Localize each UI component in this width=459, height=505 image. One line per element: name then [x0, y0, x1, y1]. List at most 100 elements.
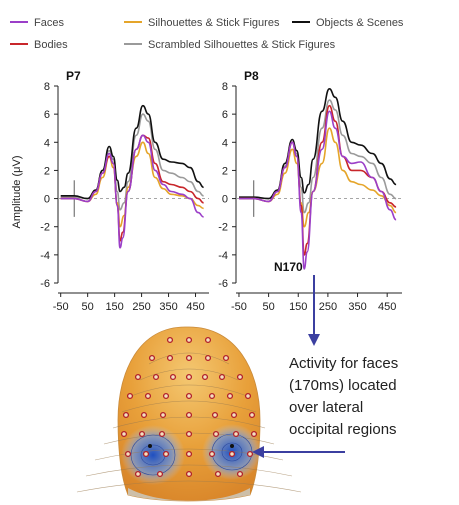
y-tick-label: -6 — [40, 278, 50, 290]
contour-line — [130, 434, 176, 476]
electrode — [142, 450, 150, 458]
y-tick-label: -2 — [218, 222, 228, 234]
x-tick-label: 350 — [159, 301, 177, 313]
x-tick-label: 50 — [82, 301, 94, 313]
y-tick-label: 0 — [222, 194, 228, 206]
y-tick-label: -4 — [40, 250, 50, 262]
electrode — [134, 470, 142, 478]
panel-p8: -6 -4 -2 0 2 4 6 8 -50 50 150 250 350 450 P8 — [218, 69, 402, 313]
contour-line — [76, 480, 302, 493]
electrode — [166, 354, 174, 362]
x-tick-label: -50 — [231, 301, 247, 313]
y-tick-label: 2 — [44, 165, 50, 177]
electrode — [218, 373, 226, 381]
electrode — [185, 411, 193, 419]
electrode — [201, 373, 209, 381]
electrode — [204, 354, 212, 362]
electrode — [169, 373, 177, 381]
electrode — [208, 392, 216, 400]
y-tick-label: 4 — [44, 137, 50, 149]
legend-label: Silhouettes & Stick Figures — [148, 17, 280, 29]
electrode — [140, 411, 148, 419]
x-tick-label: 150 — [289, 301, 307, 313]
note-line-2: (170ms) located — [289, 377, 397, 394]
electrodes — [120, 336, 258, 478]
electrode — [185, 392, 193, 400]
contour-line — [130, 384, 248, 397]
arrow-left — [252, 446, 345, 458]
legend: Faces Silhouettes & Stick Figures Objects … — [10, 17, 404, 51]
x-tick-label: 250 — [132, 301, 150, 313]
electrode — [148, 354, 156, 362]
electrode — [214, 470, 222, 478]
y-tick-label: 6 — [44, 109, 50, 121]
n170-annotation: N170 — [274, 260, 303, 274]
series-line — [239, 87, 397, 200]
legend-label: Faces — [34, 17, 64, 29]
electrode — [248, 411, 256, 419]
x-tick-label: 250 — [319, 301, 337, 313]
y-tick-label: 8 — [222, 81, 228, 93]
electrode — [134, 373, 142, 381]
y-tick-label: -4 — [218, 250, 228, 262]
electrode — [185, 336, 193, 344]
contour-line — [121, 400, 257, 413]
x-tick-label: 450 — [378, 301, 396, 313]
y-tick-label: 4 — [222, 137, 228, 149]
contour-line — [85, 464, 293, 477]
y-tick-label: 2 — [222, 165, 228, 177]
cool-region-left — [121, 425, 185, 485]
electrode — [244, 392, 252, 400]
legend-label: Bodies — [34, 39, 68, 51]
electrode — [158, 430, 166, 438]
contour-line — [139, 368, 239, 381]
series-line — [60, 134, 204, 249]
panel-title: P8 — [244, 69, 259, 83]
note-line-1: Activity for faces — [289, 355, 398, 372]
panel-title: P7 — [66, 69, 81, 83]
electrode — [185, 450, 193, 458]
series-line — [60, 104, 204, 200]
electrode — [122, 411, 130, 419]
y-tick-label: -2 — [40, 222, 50, 234]
electrode — [250, 430, 258, 438]
y-tick-label: -6 — [218, 278, 228, 290]
electrode — [211, 411, 219, 419]
arrow-down — [308, 275, 320, 346]
electrode — [212, 430, 220, 438]
series-line — [60, 141, 204, 228]
electrode — [156, 470, 164, 478]
x-tick-label: 350 — [348, 301, 366, 313]
electrode — [166, 336, 174, 344]
contour-line — [148, 352, 230, 365]
electrode — [126, 392, 134, 400]
panel-p7: -6 -4 -2 0 2 4 6 8 -50 50 150 250 350 450 P7 — [40, 69, 209, 313]
electrode — [159, 411, 167, 419]
note-line-3: over lateral — [289, 399, 363, 416]
head-topography — [76, 326, 302, 502]
y-tick-label: 6 — [222, 109, 228, 121]
electrode-active — [148, 444, 152, 448]
electrode — [228, 450, 236, 458]
series-line — [239, 99, 397, 214]
electrode — [236, 470, 244, 478]
electrode — [162, 392, 170, 400]
note: Activity for faces (170ms) located over … — [289, 355, 398, 438]
electrode — [236, 373, 244, 381]
legend-label: Objects & Scenes — [316, 17, 404, 29]
electrode — [152, 373, 160, 381]
electrode — [185, 373, 193, 381]
x-tick-label: 50 — [262, 301, 274, 313]
electrode — [208, 450, 216, 458]
x-tick-label: -50 — [53, 301, 69, 313]
electrode — [162, 450, 170, 458]
electrode — [185, 430, 193, 438]
electrode — [120, 430, 128, 438]
electrode — [124, 450, 132, 458]
y-axis-label: Amplitude (μV) — [11, 156, 23, 229]
electrode — [185, 470, 193, 478]
electrode — [144, 392, 152, 400]
legend-label: Scrambled Silhouettes & Stick Figures — [148, 39, 336, 51]
electrode — [246, 450, 254, 458]
